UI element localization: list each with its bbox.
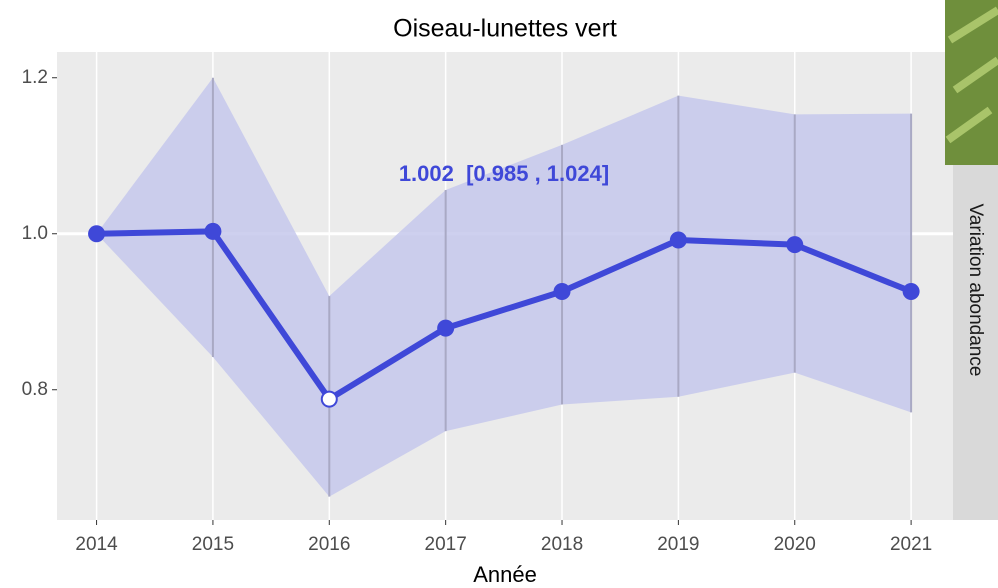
x-tick-label: 2014 <box>75 534 118 555</box>
x-tick-label: 2018 <box>541 534 583 555</box>
x-axis-title: Année <box>473 562 537 587</box>
strip-label: Variation abondance <box>965 204 986 377</box>
point <box>320 390 338 408</box>
point <box>437 319 455 337</box>
y-tick-label: 0.8 <box>22 379 48 400</box>
x-tick-label: 2019 <box>657 534 699 555</box>
point <box>786 236 804 254</box>
line <box>96 228 913 403</box>
chart-title: Oiseau-lunettes vert <box>393 15 617 43</box>
x-tick-label: 2017 <box>425 534 467 555</box>
point <box>204 222 222 240</box>
x-tick-label: 2015 <box>192 534 234 555</box>
point <box>902 282 920 300</box>
y-tick-label: 1.2 <box>22 67 48 88</box>
y-tick-label: 1.0 <box>22 223 48 244</box>
strip <box>953 165 998 520</box>
point <box>669 231 687 249</box>
annotation: 1.002 [0.985 , 1.024] <box>399 161 609 186</box>
point <box>553 282 571 300</box>
x-tick-label: 2021 <box>890 534 932 555</box>
confidence-band <box>96 77 912 497</box>
x-tick-label: 2020 <box>774 534 816 555</box>
photo-leaves <box>945 6 998 144</box>
x-tick-label: 2016 <box>308 534 350 555</box>
point <box>88 225 106 243</box>
